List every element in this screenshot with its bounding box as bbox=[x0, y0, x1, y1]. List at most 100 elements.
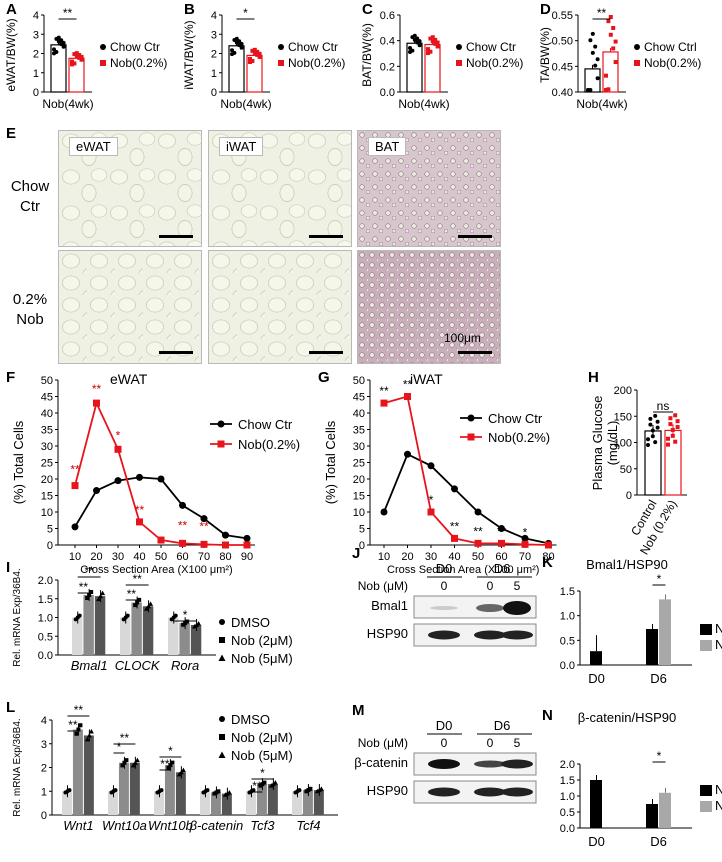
bar bbox=[246, 791, 256, 815]
bar bbox=[72, 617, 83, 655]
bar bbox=[646, 804, 658, 828]
y-tick-label: 35 bbox=[353, 425, 365, 437]
scale-bar bbox=[309, 351, 343, 354]
significance-label: ** bbox=[473, 524, 483, 538]
protein-band bbox=[474, 760, 506, 768]
bar bbox=[590, 780, 602, 828]
x-tick-label: 30 bbox=[112, 551, 124, 563]
y-tick-label: 0.5 bbox=[38, 631, 53, 643]
data-point bbox=[675, 419, 680, 424]
data-point bbox=[613, 60, 618, 65]
data-point bbox=[474, 508, 482, 516]
significance-label: * bbox=[657, 749, 662, 763]
data-point bbox=[545, 541, 552, 549]
data-point bbox=[124, 758, 129, 763]
data-point bbox=[272, 780, 278, 785]
scale-bar bbox=[458, 351, 492, 354]
data-point bbox=[673, 413, 678, 418]
data-point bbox=[250, 48, 255, 53]
data-point bbox=[653, 440, 658, 445]
data-point bbox=[588, 38, 593, 43]
y-tick-label: 35 bbox=[41, 425, 53, 437]
y-tick-label: 1.0 bbox=[560, 611, 575, 623]
significance-label: * bbox=[183, 608, 188, 622]
significance-label: ** bbox=[450, 519, 460, 533]
day-label: D6 bbox=[494, 718, 511, 733]
legend-marker bbox=[219, 716, 225, 722]
data-point bbox=[250, 58, 255, 63]
data-point bbox=[666, 436, 670, 441]
data-point bbox=[239, 41, 244, 46]
data-point bbox=[237, 39, 242, 44]
data-point bbox=[56, 35, 61, 40]
bar bbox=[62, 791, 72, 815]
chart-title: Bmal1/HSP90 bbox=[586, 557, 668, 572]
significance-label: ** bbox=[597, 6, 607, 20]
data-point bbox=[74, 731, 79, 736]
bar bbox=[590, 651, 602, 665]
y-tick-label: 0.6 bbox=[380, 10, 395, 22]
data-point bbox=[593, 63, 598, 68]
significance-label: * bbox=[523, 525, 528, 539]
data-point bbox=[89, 590, 94, 594]
data-point bbox=[675, 425, 680, 430]
data-point bbox=[134, 757, 140, 763]
y-tick-label: 3 bbox=[41, 739, 47, 751]
chart-title: iWAT bbox=[410, 371, 443, 387]
y-axis-label: (%) Total Cells bbox=[11, 420, 26, 504]
y-axis-label: eWAT/BW(%) bbox=[4, 18, 18, 91]
protein-band bbox=[428, 787, 460, 797]
y-tick-label: 45 bbox=[41, 392, 53, 404]
y-tick-label: 30 bbox=[353, 441, 365, 453]
legend-label: DMSO bbox=[231, 712, 270, 727]
x-tick-label: 30 bbox=[425, 551, 437, 563]
data-point bbox=[205, 788, 210, 793]
data-point bbox=[433, 37, 438, 42]
protein-band bbox=[428, 759, 460, 769]
legend-marker bbox=[456, 44, 462, 50]
data-point bbox=[76, 727, 81, 732]
data-point bbox=[451, 534, 458, 542]
data-point bbox=[417, 39, 422, 44]
y-tick-label: 10 bbox=[353, 507, 365, 519]
y-tick-label: 0.0 bbox=[560, 660, 575, 672]
data-point bbox=[668, 422, 673, 427]
significance-label: ns bbox=[657, 399, 670, 413]
y-tick-label: 1 bbox=[41, 786, 47, 798]
data-point bbox=[239, 45, 244, 50]
bar bbox=[83, 735, 94, 815]
bar bbox=[131, 602, 142, 655]
x-tick-label: 60 bbox=[495, 551, 507, 563]
dose-axis-label: Nob (μM) bbox=[358, 579, 408, 593]
blot-row-label: HSP90 bbox=[367, 626, 408, 641]
data-point bbox=[196, 621, 202, 626]
day-label: D6 bbox=[494, 561, 511, 576]
y-tick-label: 0 bbox=[211, 87, 217, 99]
protein-band bbox=[476, 604, 504, 612]
x-tick-label: CLOCK bbox=[115, 658, 161, 673]
legend-marker bbox=[219, 734, 225, 740]
y-tick-label: 5 bbox=[47, 524, 53, 536]
legend-label: Nob(0.2%) bbox=[466, 56, 523, 70]
data-point bbox=[137, 597, 142, 602]
x-tick-label: 80 bbox=[542, 551, 554, 563]
series-line bbox=[74, 476, 248, 540]
data-point bbox=[59, 38, 64, 43]
significance-label: ** bbox=[127, 587, 137, 601]
legend-swatch bbox=[700, 624, 712, 635]
legend-marker bbox=[467, 433, 475, 441]
dose-label: 0 bbox=[441, 736, 448, 750]
data-point bbox=[79, 57, 84, 62]
x-tick-label: 10 bbox=[378, 551, 390, 563]
bar bbox=[659, 599, 671, 665]
y-tick-label: 50 bbox=[620, 464, 632, 476]
x-tick-label: 50 bbox=[155, 551, 167, 563]
x-tick-label: Rora bbox=[171, 658, 199, 673]
data-point bbox=[314, 788, 320, 794]
y-axis-label: Plasma Glucose bbox=[590, 396, 605, 491]
data-point bbox=[433, 41, 438, 46]
x-tick-label: 50 bbox=[472, 551, 484, 563]
significance-label: * bbox=[168, 744, 173, 758]
y-tick-label: 1.0 bbox=[560, 791, 575, 803]
y-tick-label: 0 bbox=[33, 87, 39, 99]
